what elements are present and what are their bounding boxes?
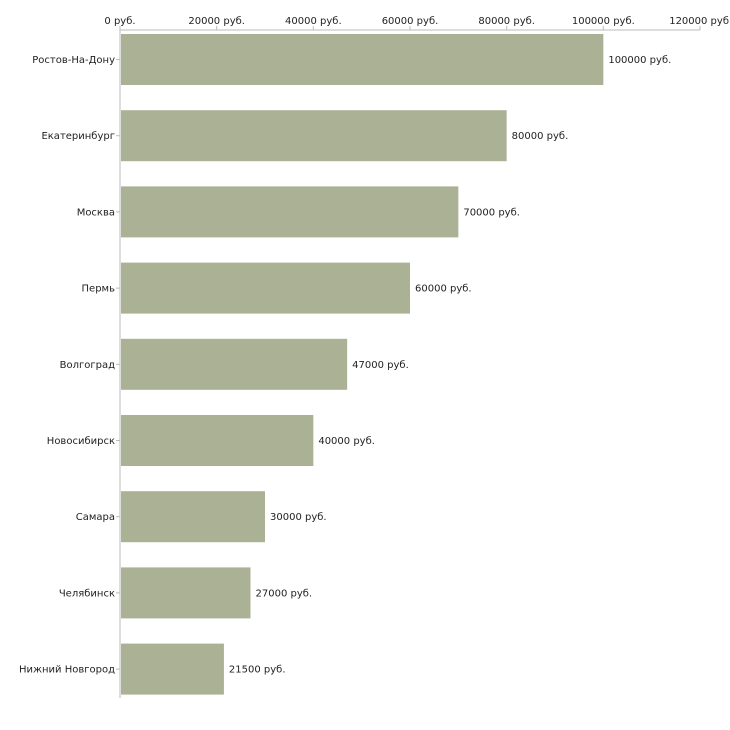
category-label: Нижний Новгород — [19, 665, 115, 676]
value-label: 60000 руб. — [415, 284, 472, 295]
bar — [121, 643, 224, 695]
bar — [121, 186, 459, 238]
category-label: Челябинск — [59, 588, 115, 599]
category-label: Москва — [77, 207, 115, 218]
x-tick-label: 120000 руб — [669, 16, 729, 27]
value-label: 80000 руб. — [512, 131, 569, 142]
bar — [121, 338, 348, 390]
bar — [121, 491, 265, 543]
category-label: Новосибирск — [47, 436, 115, 447]
value-label: 30000 руб. — [270, 512, 327, 523]
category-label: Самара — [76, 512, 115, 523]
category-label: Екатеринбург — [41, 131, 115, 142]
bar — [121, 110, 507, 162]
x-axis-ticks: 0 руб. 20000 руб. 40000 руб. 60000 руб. 8000… — [104, 16, 729, 30]
value-label: 70000 руб. — [463, 207, 520, 218]
bar — [121, 415, 314, 466]
x-tick-label: 100000 руб. — [572, 16, 635, 27]
value-label: 100000 руб. — [608, 55, 671, 66]
bar — [121, 567, 251, 619]
bar — [121, 34, 604, 85]
value-label: 47000 руб. — [352, 360, 409, 371]
value-label: 27000 руб. — [256, 588, 313, 599]
bars: Ростов-На-Дону 100000 руб. Екатеринбург 800… — [19, 34, 671, 695]
x-tick-label: 20000 руб. — [188, 16, 245, 27]
value-label: 40000 руб. — [318, 436, 375, 447]
category-label: Волгоград — [60, 360, 115, 371]
value-label: 21500 руб. — [229, 665, 286, 676]
category-label: Пермь — [82, 284, 116, 295]
x-tick-label: 0 руб. — [104, 16, 135, 27]
x-tick-label: 40000 руб. — [285, 16, 342, 27]
x-tick-label: 60000 руб. — [382, 16, 439, 27]
category-label: Ростов-На-Дону — [32, 55, 115, 66]
x-tick-label: 80000 руб. — [478, 16, 535, 27]
bar — [121, 262, 410, 314]
